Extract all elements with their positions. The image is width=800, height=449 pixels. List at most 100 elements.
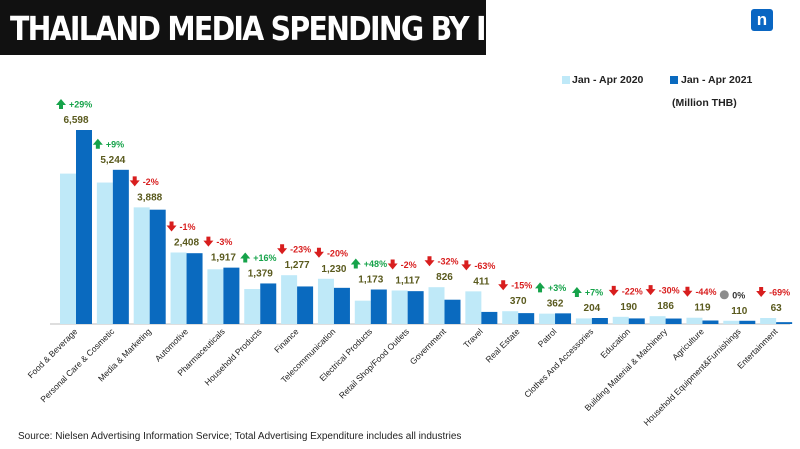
bar-2021 [518,313,535,324]
change-label: -32% [438,257,459,267]
bar-2021 [76,130,92,324]
arrow-down-icon [166,221,177,232]
value-label: 1,379 [248,268,273,279]
change-label: -20% [327,248,348,258]
arrow-down-icon [498,280,509,291]
bar-2021 [149,209,166,324]
neutral-dot-icon [719,290,729,300]
value-label: 119 [694,303,711,314]
arrow-down-icon [387,259,398,270]
bar-2021 [628,318,645,324]
bar-2021 [591,318,608,324]
change-label: -69% [769,288,790,298]
change-label: +7% [585,288,603,298]
bar-2020 [281,275,298,324]
value-label: 362 [547,298,564,309]
value-label: 204 [584,303,601,314]
bar-2020 [207,269,224,324]
legend-swatch-2021 [670,76,678,84]
category-label: Real Estate [483,326,521,364]
source-note: Source: Nielsen Advertising Information … [18,431,462,442]
bar-chart: 6,598+29%Food & Beverage5,244+9%Personal… [26,99,793,428]
change-label: -44% [695,287,716,297]
arrow-up-icon [535,282,546,293]
bar-2021 [297,286,314,324]
value-label: 411 [473,276,490,287]
title-banner: THAILAND MEDIA SPENDING BY INDUSTRY [0,0,625,55]
change-label: -30% [659,286,680,296]
bar-2020 [760,318,777,324]
value-label: 110 [731,306,748,317]
bar-2021 [481,311,498,324]
change-label: -2% [143,177,159,187]
change-label: +3% [548,283,566,293]
arrow-up-icon [350,258,361,269]
unit-label: (Million THB) [672,97,737,109]
arrow-up-icon [571,287,582,298]
category-label: Automotive [153,326,190,363]
arrow-down-icon [424,256,435,267]
change-label: -1% [180,222,196,232]
arrow-down-icon [313,247,324,258]
arrow-down-icon [129,176,140,187]
bar-2021 [702,320,719,324]
legend-label-2020: Jan - Apr 2020 [572,74,644,86]
bar-2021 [186,253,203,324]
category-label: Clothes And Accessories [522,326,595,399]
category-label: Travel [461,326,485,350]
bar-2021 [555,313,572,324]
bar-2021 [333,287,350,324]
category-label: Agriculture [670,326,706,362]
bar-2020 [686,317,703,324]
category-label: Finance [272,326,301,355]
change-label: -63% [474,261,495,271]
change-label: +29% [69,100,92,110]
arrow-down-icon [203,236,214,247]
bar-2020 [170,252,187,324]
bar-2021 [407,291,424,324]
change-label: +9% [106,139,124,149]
bar-2021 [223,267,240,324]
bar-2021 [776,322,793,324]
value-label: 1,230 [321,264,346,275]
arrow-up-icon [92,138,103,149]
page-title: THAILAND MEDIA SPENDING BY INDUSTRY [10,9,625,48]
bar-2020 [317,278,334,324]
bar-2020 [391,290,408,324]
legend-swatch-2020 [562,76,570,84]
bar-2021 [370,289,387,324]
value-label: 1,277 [285,260,310,271]
value-label: 3,888 [137,192,162,203]
bar-2020 [465,291,482,324]
bar-2021 [665,318,682,324]
bar-2020 [244,289,261,324]
value-label: 370 [510,296,527,307]
bar-2021 [112,169,129,324]
bar-2020 [612,316,629,324]
bar-2020 [60,173,76,324]
bar-2020 [723,320,740,324]
category-label: Retail Shop/Food Outlets [337,326,411,400]
change-label: +16% [253,253,276,263]
category-label: Patrol [536,326,559,349]
value-label: 190 [620,302,637,313]
bar-2020 [428,287,445,324]
bar-2020 [502,311,519,324]
change-label: -3% [216,237,232,247]
nielsen-logo-icon: n [751,9,773,31]
arrow-down-icon [277,244,288,255]
change-label: +48% [364,259,387,269]
value-label: 186 [657,301,674,312]
bar-2020 [133,207,150,324]
change-label: -23% [290,245,311,255]
value-label: 5,244 [100,155,125,166]
arrow-down-icon [461,260,472,271]
change-label: -22% [622,286,643,296]
value-label: 6,598 [63,115,88,126]
arrow-down-icon [682,286,693,297]
bar-2021 [444,299,461,324]
value-label: 826 [436,272,453,283]
value-label: 2,408 [174,237,199,248]
change-label: -2% [401,260,417,270]
logo-letter: n [756,10,768,29]
